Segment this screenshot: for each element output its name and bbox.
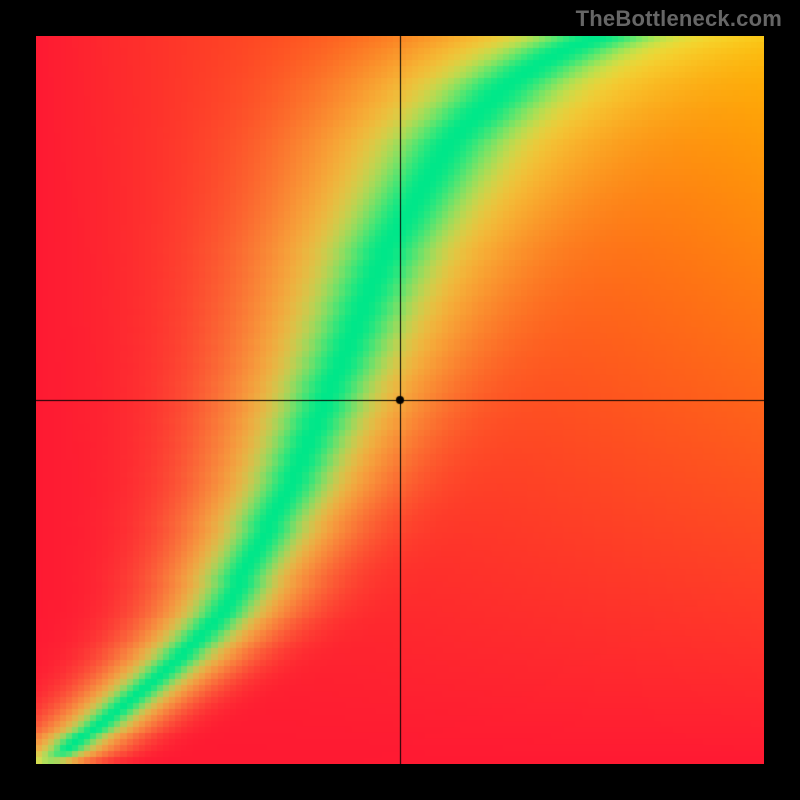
bottleneck-heatmap	[36, 36, 764, 764]
watermark-text: TheBottleneck.com	[576, 6, 782, 32]
chart-container: TheBottleneck.com	[0, 0, 800, 800]
